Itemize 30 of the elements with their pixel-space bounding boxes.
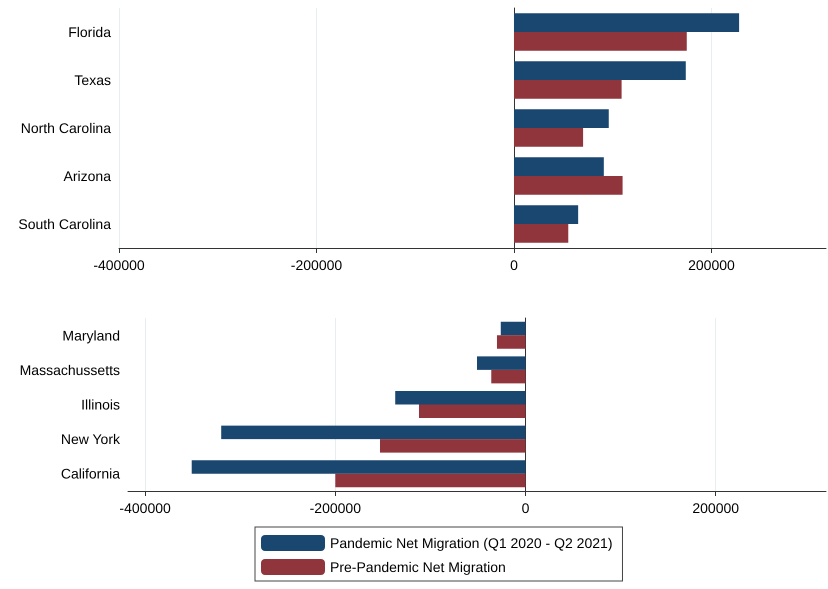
x-tick-label: 0 — [522, 500, 530, 516]
bar — [514, 13, 740, 32]
bar — [514, 128, 584, 147]
y-tick-label: Maryland — [62, 327, 120, 344]
y-tick-label: Massachussetts — [20, 362, 120, 378]
bar — [514, 157, 604, 176]
x-tick-label: -400000 — [93, 257, 145, 273]
y-tick-label: Illinois — [81, 396, 120, 412]
x-tick-label: -200000 — [290, 257, 342, 273]
y-tick-label: Florida — [68, 24, 112, 40]
legend-label: Pre-Pandemic Net Migration — [330, 559, 506, 575]
x-tick-label: -400000 — [119, 500, 172, 516]
y-tick-label: California — [60, 466, 120, 482]
bar — [514, 176, 623, 195]
y-tick-label: Arizona — [64, 168, 112, 184]
bar — [514, 205, 578, 224]
bar — [514, 109, 609, 128]
y-tick-label: New York — [60, 431, 121, 448]
x-tick-label: 0 — [510, 257, 518, 273]
y-tick-label: Texas — [74, 72, 111, 88]
x-tick-label: 200000 — [688, 257, 736, 273]
bar — [514, 61, 686, 80]
bar — [514, 32, 687, 51]
y-tick-label: North Carolina — [20, 120, 112, 136]
legend-label: Pandemic Net Migration (Q1 2020 - Q2 2021) — [330, 535, 612, 551]
x-tick-label: 200000 — [692, 500, 740, 516]
x-tick-label: -200000 — [310, 500, 362, 516]
bar — [514, 80, 622, 99]
y-tick-label: South Carolina — [18, 216, 112, 232]
bar — [514, 224, 568, 243]
